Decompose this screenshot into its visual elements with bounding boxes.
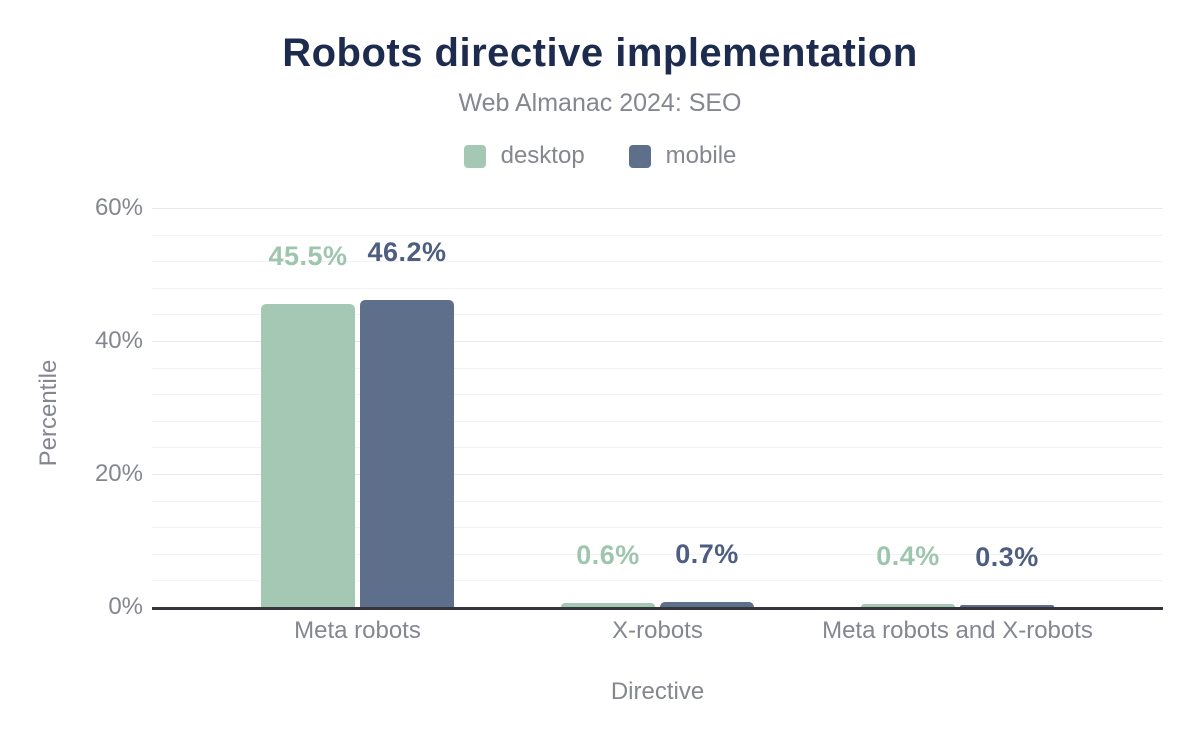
gridline — [152, 208, 1163, 209]
gridline — [152, 261, 1163, 263]
legend-label-mobile: mobile — [665, 142, 737, 169]
value-label-desktop-meta-robots: 45.5% — [268, 241, 348, 271]
value-label-desktop-x-robots: 0.6% — [576, 540, 640, 570]
value-label-desktop-meta-robots-and-x-robots: 0.4% — [876, 541, 940, 571]
gridline — [152, 580, 1163, 582]
gridline — [152, 527, 1163, 529]
gridline — [152, 474, 1163, 475]
bar-mobile-meta-robots-and-x-robots[interactable] — [960, 605, 1054, 607]
x-tick-label-x-robots: X-robots — [612, 617, 703, 644]
bar-desktop-meta-robots-and-x-robots[interactable] — [861, 604, 955, 607]
x-tick-label-meta-robots-and-x-robots: Meta robots and X-robots — [822, 617, 1093, 644]
plot-area: 45.5% 46.2% 0.6% 0.7% 0.4% 0.3% — [152, 208, 1163, 610]
gridline — [152, 341, 1163, 342]
y-tick-label: 20% — [94, 460, 143, 487]
x-axis-line — [152, 607, 1163, 610]
gridline — [152, 394, 1163, 396]
y-tick-label: 40% — [94, 327, 143, 354]
x-axis-title: Directive — [610, 678, 705, 705]
bar-desktop-x-robots[interactable] — [561, 603, 655, 607]
bar-mobile-meta-robots[interactable] — [360, 300, 454, 607]
bar-mobile-x-robots[interactable] — [660, 602, 754, 607]
gridline — [152, 500, 1163, 502]
desktop-swatch-icon — [463, 144, 486, 168]
gridline — [152, 447, 1163, 449]
gridline — [152, 420, 1163, 422]
value-label-mobile-meta-robots: 46.2% — [367, 237, 447, 267]
chart-title: Robots directive implementation — [282, 31, 918, 75]
mobile-swatch-icon — [628, 144, 651, 168]
bar-desktop-meta-robots[interactable] — [261, 304, 355, 607]
legend-label-desktop: desktop — [500, 142, 585, 169]
legend-item-desktop[interactable]: desktop — [463, 142, 585, 170]
legend-item-mobile[interactable]: mobile — [628, 142, 737, 170]
x-tick-label-meta-robots: Meta robots — [294, 617, 421, 644]
gridline — [152, 367, 1163, 369]
y-tick-label: 60% — [94, 194, 143, 221]
value-label-mobile-x-robots: 0.7% — [675, 539, 739, 569]
gridline — [152, 553, 1163, 555]
legend: desktop mobile — [0, 142, 1200, 170]
chart-subtitle: Web Almanac 2024: SEO — [458, 89, 742, 117]
gridline — [152, 234, 1163, 236]
gridline — [152, 287, 1163, 289]
y-tick-label: 0% — [108, 593, 143, 620]
y-axis-title: Percentile — [35, 359, 62, 467]
gridline — [152, 314, 1163, 316]
value-label-mobile-meta-robots-and-x-robots: 0.3% — [975, 542, 1039, 572]
